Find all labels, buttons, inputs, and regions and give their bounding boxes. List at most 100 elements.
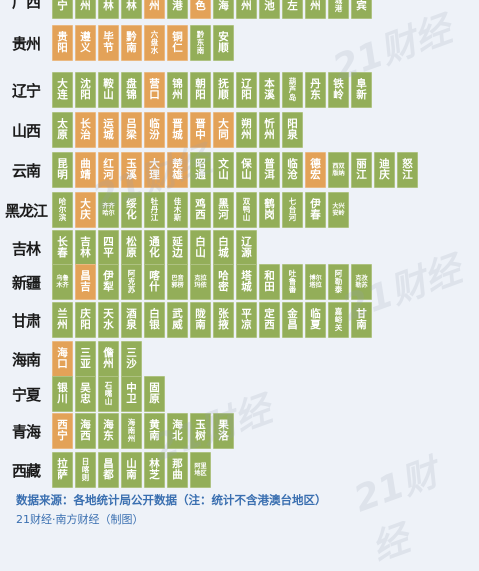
city-name: 海西 — [80, 418, 91, 442]
city-name: 昭通 — [195, 157, 206, 181]
province-row: 辽宁 大连 沈阳 鞍山 盘锦 营口 锦州 朝阳 抚顺 辽阳 本溪 葫芦岛 丹东 铁岭 阜新 — [0, 70, 479, 110]
city-cell: 海口 — [52, 341, 73, 377]
city-name: 平凉 — [241, 307, 252, 331]
city-cell: 忻州 — [259, 112, 280, 148]
city-name: 桂林 — [103, 0, 114, 12]
city-cell: 丹东 — [305, 72, 326, 108]
city-name: 海东 — [103, 418, 114, 442]
city-cell: 梧州 — [236, 0, 257, 19]
city-name: 本溪 — [264, 77, 275, 101]
city-cell: 松原 — [121, 230, 142, 266]
city-name: 怒江 — [402, 157, 413, 181]
city-name: 阳泉 — [287, 117, 298, 141]
city-name: 抚顺 — [218, 77, 229, 101]
city-cell: 鞍山 — [98, 72, 119, 108]
city-name: 鹤岗 — [264, 197, 275, 221]
city-cell: 临汾 — [144, 112, 165, 148]
city-cell: 黔东南 — [190, 25, 211, 61]
city-cell: 果洛 — [213, 413, 234, 449]
city-cell: 昌都 — [98, 452, 119, 488]
city-cell: 延边 — [167, 230, 188, 266]
city-cell: 三沙 — [121, 341, 142, 377]
city-name: 晋城 — [172, 117, 183, 141]
city-cell: 伊犁 — [98, 264, 119, 300]
city-cell: 吴忠 — [75, 376, 96, 412]
city-cell: 本溪 — [259, 72, 280, 108]
city-cell: 运城 — [98, 112, 119, 148]
city-name: 辽源 — [241, 235, 252, 259]
city-cell: 大同 — [213, 112, 234, 148]
city-name: 金昌 — [287, 307, 298, 331]
city-cell: 佳木斯 — [167, 192, 188, 228]
city-cell: 抚顺 — [213, 72, 234, 108]
province-label: 黑龙江 — [4, 201, 48, 220]
city-cell: 贵港 — [167, 0, 188, 19]
province-row: 青海 西宁 海西 海东 海南州 黄南 海北 玉树 果洛 — [0, 411, 479, 451]
city-name: 吐鲁番 — [288, 269, 297, 294]
city-cell: 儋州 — [98, 341, 119, 377]
city-name: 北海 — [218, 0, 229, 12]
city-name: 玉林 — [126, 0, 137, 12]
city-cell: 金昌 — [282, 302, 303, 338]
city-name: 盘锦 — [126, 77, 137, 101]
city-cell: 山南 — [121, 452, 142, 488]
city-name: 百色 — [195, 0, 206, 12]
city-name: 西双版纳 — [332, 162, 345, 177]
city-cell: 牡丹江 — [144, 192, 165, 228]
city-name: 铁岭 — [333, 77, 344, 101]
city-cell: 绥化 — [121, 192, 142, 228]
province-label: 吉林 — [11, 239, 41, 258]
city-name: 安顺 — [218, 30, 229, 54]
city-name: 齐齐哈尔 — [102, 202, 115, 217]
city-name: 武威 — [172, 307, 183, 331]
city-cell: 曲靖 — [75, 152, 96, 188]
city-cell: 长春 — [52, 230, 73, 266]
city-cell: 毕节 — [98, 25, 119, 61]
city-cell: 哈密 — [213, 264, 234, 300]
city-cell: 阿克苏 — [121, 264, 142, 300]
city-cell: 阜新 — [351, 72, 372, 108]
city-cell: 乌鲁木齐 — [52, 264, 73, 300]
city-cell: 双鸭山 — [236, 192, 257, 228]
province-label: 贵州 — [11, 34, 41, 53]
city-name: 锦州 — [172, 77, 183, 101]
city-name: 阿里地区 — [194, 462, 207, 477]
city-cell: 海西 — [75, 413, 96, 449]
city-name: 三亚 — [80, 346, 91, 370]
city-cell: 鹤岗 — [259, 192, 280, 228]
province-row: 新疆 乌鲁木齐 昌吉 伊犁 阿克苏 喀什 巴音郭楞 克拉玛依 哈密 塔城 和田 吐鲁番 博尔塔拉 阿勒泰 克… — [0, 262, 479, 302]
city-cell: 天水 — [98, 302, 119, 338]
city-name: 玉溪 — [126, 157, 137, 181]
city-cell: 南宁 — [52, 0, 73, 19]
city-cell: 铁岭 — [328, 72, 349, 108]
city-cell: 拉萨 — [52, 452, 73, 488]
city-cell: 日喀则 — [75, 452, 96, 488]
province-row: 甘肃 兰州 庆阳 天水 酒泉 白银 武威 陇南 张掖 平凉 定西 金昌 临夏 嘉峪关 甘南 — [0, 300, 479, 340]
city-cell: 吕梁 — [121, 112, 142, 148]
city-name: 德宏 — [310, 157, 321, 181]
city-name: 临汾 — [149, 117, 160, 141]
city-name: 昌吉 — [80, 269, 91, 293]
city-name: 哈密 — [218, 269, 229, 293]
city-cell: 遵义 — [75, 25, 96, 61]
city-name: 通化 — [149, 235, 160, 259]
source-note: 数据来源：各地统计局公开数据（注：统计不含港澳台地区） — [16, 493, 327, 507]
city-cell: 昭通 — [190, 152, 211, 188]
city-name: 松原 — [126, 235, 137, 259]
city-name: 鸡西 — [195, 197, 206, 221]
city-name: 贺州 — [310, 0, 321, 12]
city-name: 崇左 — [287, 0, 298, 12]
city-name: 黔南 — [126, 30, 137, 54]
city-cell: 哈尔滨 — [52, 192, 73, 228]
city-cell: 那曲 — [167, 452, 188, 488]
city-cell: 塔城 — [236, 264, 257, 300]
city-cell: 桂林 — [98, 0, 119, 19]
city-cell: 崇左 — [282, 0, 303, 19]
province-label: 辽宁 — [11, 81, 41, 100]
city-cell: 通化 — [144, 230, 165, 266]
city-name: 丽江 — [356, 157, 367, 181]
city-cell: 大兴安岭 — [328, 192, 349, 228]
province-row: 宁夏 银川 吴忠 石嘴山 中卫 固原 — [0, 374, 479, 414]
city-name: 梧州 — [241, 0, 252, 12]
city-name: 白山 — [195, 235, 206, 259]
